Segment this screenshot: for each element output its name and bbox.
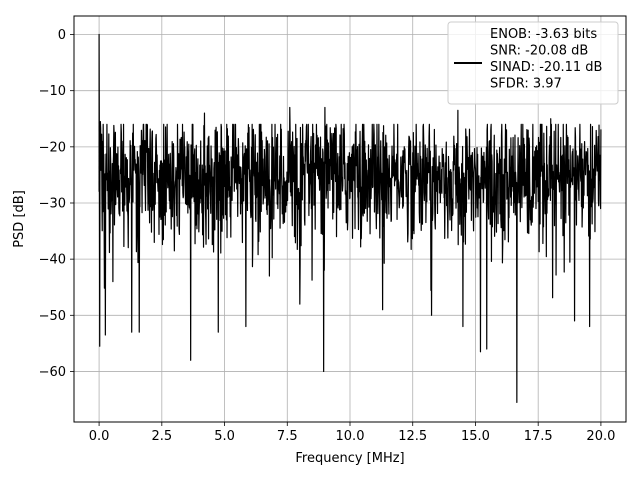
psd-series-line <box>98 33 602 403</box>
y-axis-label: PSD [dB] <box>12 190 27 248</box>
legend-sfdr: SFDR: 3.97 <box>490 77 562 92</box>
x-tick-label: 7.5 <box>277 429 298 444</box>
legend-box <box>447 21 619 105</box>
x-axis-label: Frequency [MHz] <box>295 451 404 466</box>
series-layer <box>98 33 602 403</box>
y-tick-label: −10 <box>39 84 66 99</box>
legend-snr: SNR: -20.08 dB <box>490 44 588 59</box>
legend: ENOB: -3.63 bits SNR: -20.08 dB SINAD: -… <box>447 21 619 105</box>
x-tick-label: 2.5 <box>151 429 172 444</box>
x-tick-label: 17.5 <box>524 429 553 444</box>
x-tick-label: 12.5 <box>398 429 427 444</box>
y-tick-label: −40 <box>39 253 66 268</box>
x-tick-label: 5.0 <box>214 429 235 444</box>
y-tick-label: −20 <box>39 140 66 155</box>
y-tick-label: 0 <box>58 28 66 43</box>
x-tick-label: 15.0 <box>461 429 490 444</box>
y-tick-label: −60 <box>39 365 66 380</box>
legend-enob: ENOB: -3.63 bits <box>490 27 597 42</box>
x-tick-label: 10.0 <box>336 429 365 444</box>
x-tick-label: 0.0 <box>89 429 110 444</box>
y-tick-label: −30 <box>39 196 66 211</box>
axis-ticks: 0.0 2.5 5.0 7.5 10.0 12.5 15.0 17.5 20.0 0 −10 −20 −… <box>39 28 616 444</box>
x-tick-label: 20.0 <box>586 429 615 444</box>
y-tick-label: −50 <box>39 309 66 324</box>
legend-sinad: SINAD: -20.11 dB <box>490 60 602 75</box>
